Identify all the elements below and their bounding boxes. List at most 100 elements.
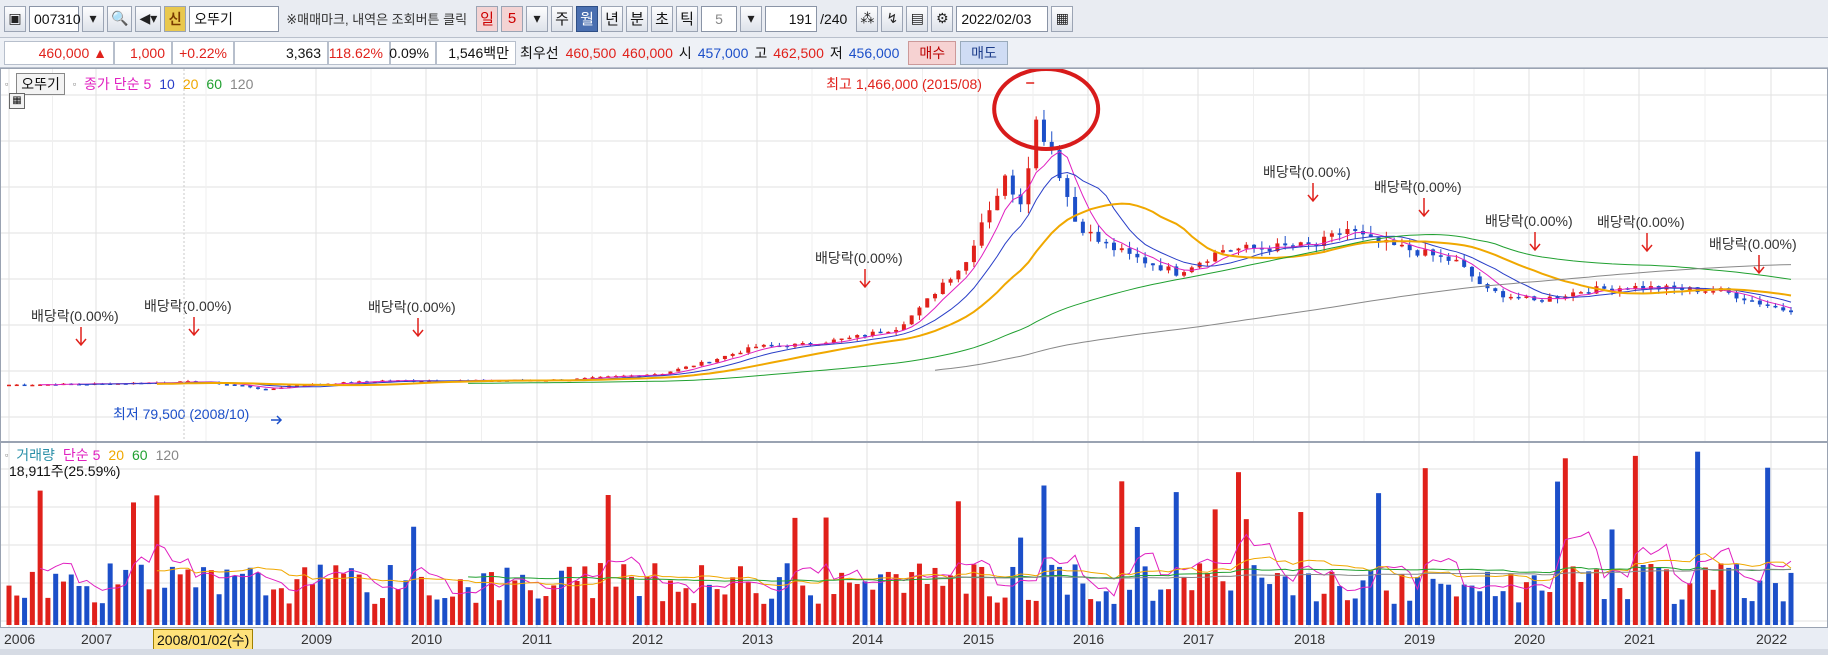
candle-body xyxy=(870,331,875,337)
date-input[interactable]: 2022/02/03 xyxy=(956,5,1049,32)
volume-bar xyxy=(1788,572,1794,625)
save-icon[interactable]: ▤ xyxy=(906,5,929,32)
volume-bar xyxy=(1329,571,1335,625)
calendar-icon[interactable]: ▦ xyxy=(1051,5,1074,32)
volume-bar xyxy=(1671,603,1677,625)
volume-bar xyxy=(815,603,821,625)
volume-bar xyxy=(473,602,479,625)
scroll-strip[interactable] xyxy=(0,649,1828,655)
candle-body xyxy=(684,366,689,369)
period-year[interactable]: 년 xyxy=(601,5,624,32)
candle-body xyxy=(1088,231,1093,234)
tick-interval-input[interactable]: 5 xyxy=(701,5,738,32)
period-week[interactable]: 주 xyxy=(551,5,574,32)
tick-dropdown-icon[interactable]: ▾ xyxy=(740,5,763,32)
volume-bar xyxy=(1041,485,1047,625)
period-day-count[interactable]: 5 xyxy=(501,5,524,32)
volume-chart-pane[interactable]: ▫ 거래량 단순 5 20 60 120 18,911주(25.59%) xyxy=(0,442,1828,628)
dividend-arrow-icon xyxy=(1641,233,1653,253)
sound-icon[interactable]: ◀▾ xyxy=(135,5,162,32)
price-chart-pane[interactable]: 최고 1,466,000 (2015/08) 최저 79,500 (2008/10… xyxy=(0,68,1828,442)
volume-bar xyxy=(808,595,814,625)
volume-bar xyxy=(1547,592,1553,625)
period-tick[interactable]: 틱 xyxy=(676,5,699,32)
candle-body xyxy=(730,353,735,356)
volume-bar xyxy=(325,579,331,625)
volume-bar xyxy=(395,589,401,625)
dividend-label: 배당락(0.00%) xyxy=(31,308,119,324)
volume-bar xyxy=(893,574,899,625)
dividend-arrow-icon xyxy=(412,318,424,338)
sell-button[interactable]: 매도 xyxy=(960,40,1008,65)
price-legend: ▫ 오뚜기 ▫ 종가 단순 5 10 20 60 120 xyxy=(5,73,253,95)
candle-body xyxy=(263,388,268,391)
volume-bar xyxy=(76,585,82,625)
price-pane-tab[interactable]: 오뚜기 xyxy=(16,73,65,95)
candle-body xyxy=(1220,250,1225,253)
pane-handle-icon[interactable]: ▫ xyxy=(5,79,9,89)
dividend-arrow-icon xyxy=(1529,232,1541,252)
code-dropdown-icon[interactable]: ▾ xyxy=(82,5,104,32)
volume-bar xyxy=(909,572,915,625)
volume-bar xyxy=(1741,598,1747,625)
period-dropdown-icon[interactable]: ▾ xyxy=(526,5,549,32)
indicator-icon[interactable]: ⁂ xyxy=(856,5,879,32)
volume-bar xyxy=(1485,571,1491,625)
bar-count-input[interactable]: 191 xyxy=(765,5,818,32)
volume-bar xyxy=(1492,596,1498,625)
low-label: 저 xyxy=(829,44,843,61)
screen-menu-icon[interactable]: ▣ xyxy=(4,5,26,32)
candle-body xyxy=(7,384,11,387)
year-label: 2010 xyxy=(411,631,443,647)
volume-bar xyxy=(1274,573,1280,625)
volume-bar xyxy=(1562,458,1568,625)
volume-bar xyxy=(1111,603,1117,625)
volume-bar xyxy=(613,586,619,625)
stock-code-input[interactable]: 007310 xyxy=(29,5,81,32)
gear-icon[interactable]: ⚙ xyxy=(931,5,954,32)
period-second[interactable]: 초 xyxy=(651,5,674,32)
year-label: 2015 xyxy=(963,631,995,647)
volume-bar xyxy=(380,598,386,625)
candle-body xyxy=(933,294,938,299)
candle-body xyxy=(582,377,587,380)
volume-bar xyxy=(1632,455,1638,625)
time-axis[interactable]: 2006 2007 2009 2010 2011 2012 2013 2014 2015 2016… xyxy=(0,627,1828,651)
candle-body xyxy=(1127,248,1132,254)
volume-bar xyxy=(169,566,175,625)
volume-bar xyxy=(1033,600,1039,625)
volume-bar xyxy=(963,593,969,625)
volume-bar xyxy=(1057,566,1063,625)
search-icon[interactable]: 🔍 xyxy=(107,5,133,32)
price-chart[interactable]: 최고 1,466,000 (2015/08) 최저 79,500 (2008/10… xyxy=(1,69,1827,441)
volume-bar xyxy=(387,565,393,625)
table-view-icon[interactable]: ▦ xyxy=(9,93,25,109)
volume-bar xyxy=(1656,567,1662,625)
volume-bar xyxy=(1446,584,1452,625)
period-minute[interactable]: 분 xyxy=(626,5,649,32)
volume-bar xyxy=(1687,583,1693,625)
candle-body xyxy=(1337,233,1342,235)
candle-body xyxy=(1446,256,1451,261)
volume-bar xyxy=(1282,576,1288,625)
dividend-label: 배당락(0.00%) xyxy=(1485,213,1573,229)
trend-tool-icon[interactable]: ↯ xyxy=(881,5,904,32)
volume-ma5-line xyxy=(39,531,1792,597)
period-day[interactable]: 일 xyxy=(476,5,499,32)
candle-body xyxy=(30,384,35,387)
volume-bar xyxy=(1204,573,1210,625)
volume-bar xyxy=(730,577,736,625)
stock-name-field[interactable]: 오뚜기 xyxy=(189,5,280,32)
volume-bar xyxy=(309,584,315,625)
period-month[interactable]: 월 xyxy=(576,5,599,32)
candle-body xyxy=(232,384,237,386)
volume-bar xyxy=(1500,591,1506,625)
volume-chart[interactable] xyxy=(1,443,1827,627)
ma10-label: 10 xyxy=(159,76,175,92)
candle-body xyxy=(1415,250,1420,256)
legend-handle-icon[interactable]: ▫ xyxy=(72,79,77,89)
candle-body xyxy=(1143,257,1148,264)
volume-bar xyxy=(1461,584,1467,625)
buy-button[interactable]: 매수 xyxy=(908,40,957,65)
volume-handle-icon[interactable]: ▫ xyxy=(5,450,9,460)
